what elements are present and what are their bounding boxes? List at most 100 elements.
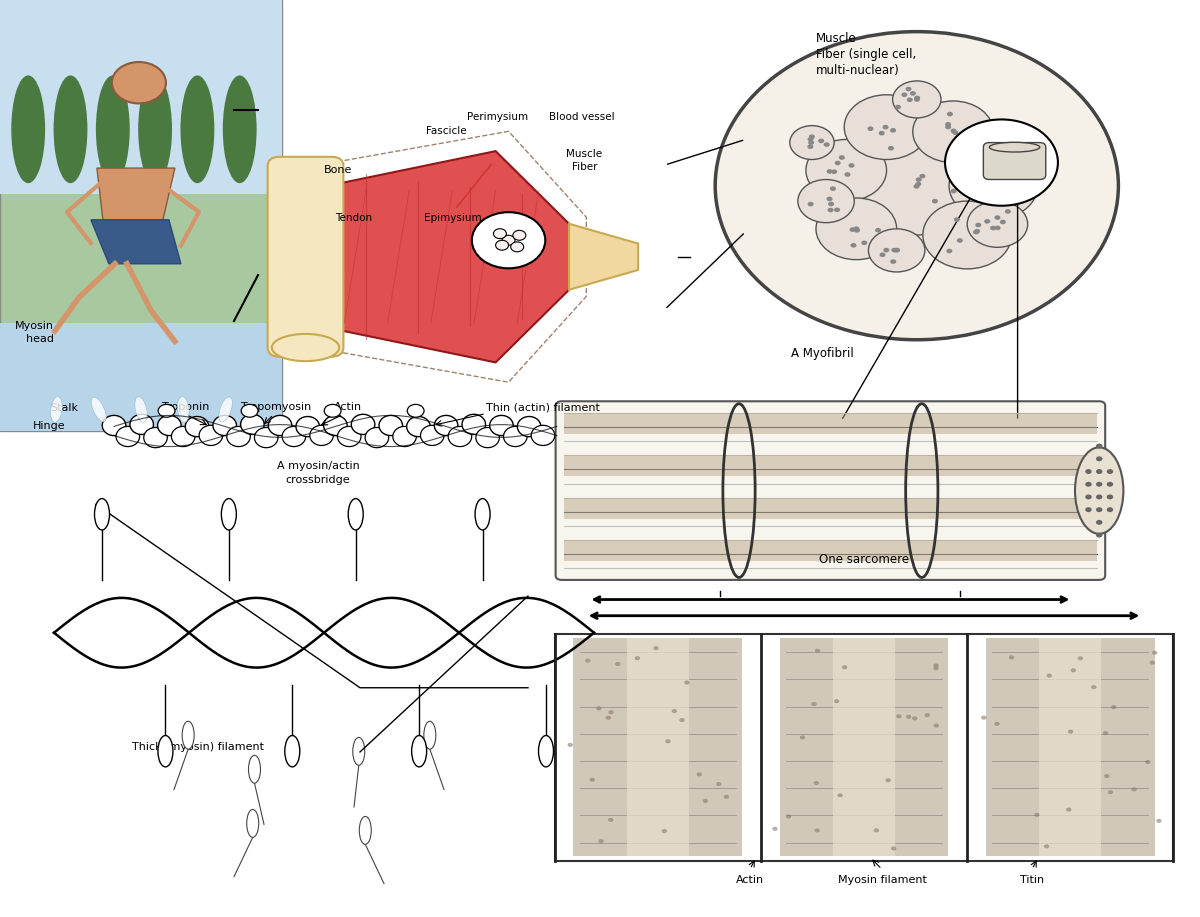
- Circle shape: [511, 242, 523, 252]
- Circle shape: [852, 137, 982, 235]
- Text: One sarcomere: One sarcomere: [818, 553, 910, 566]
- Circle shape: [493, 228, 506, 238]
- Circle shape: [1152, 650, 1157, 655]
- Circle shape: [893, 81, 941, 118]
- Bar: [564, 456, 1097, 477]
- Circle shape: [1034, 812, 1039, 817]
- Circle shape: [1157, 819, 1162, 823]
- Circle shape: [112, 62, 166, 104]
- Circle shape: [1096, 481, 1103, 487]
- Circle shape: [1096, 470, 1103, 474]
- Circle shape: [916, 177, 922, 182]
- Circle shape: [934, 667, 938, 670]
- Circle shape: [845, 172, 851, 177]
- Ellipse shape: [476, 427, 499, 447]
- Circle shape: [967, 201, 1027, 248]
- Circle shape: [811, 702, 817, 706]
- Bar: [780, 638, 948, 856]
- Bar: [833, 638, 895, 856]
- Circle shape: [925, 713, 930, 717]
- Text: Tropomyosin: Tropomyosin: [241, 403, 311, 412]
- Text: Myosin filament: Myosin filament: [838, 876, 926, 885]
- Circle shape: [808, 137, 814, 141]
- Circle shape: [1066, 808, 1072, 812]
- Circle shape: [934, 724, 938, 728]
- Ellipse shape: [96, 75, 130, 183]
- Circle shape: [1070, 668, 1076, 672]
- Text: Troponin: Troponin: [162, 403, 210, 412]
- Bar: [0, 0, 282, 194]
- Circle shape: [882, 125, 888, 129]
- Circle shape: [1000, 220, 1006, 225]
- Circle shape: [715, 31, 1118, 339]
- Text: Perimysium: Perimysium: [468, 113, 528, 122]
- Circle shape: [869, 229, 925, 272]
- Ellipse shape: [11, 75, 46, 183]
- Circle shape: [994, 190, 1000, 194]
- Text: Blood vessel: Blood vessel: [550, 113, 614, 122]
- Circle shape: [950, 189, 956, 193]
- Ellipse shape: [337, 426, 361, 447]
- Circle shape: [913, 101, 994, 162]
- Ellipse shape: [138, 75, 172, 183]
- Ellipse shape: [379, 415, 402, 436]
- Circle shape: [947, 112, 953, 116]
- Circle shape: [496, 240, 509, 250]
- Circle shape: [901, 93, 907, 97]
- Circle shape: [799, 735, 805, 739]
- Circle shape: [665, 739, 671, 744]
- Circle shape: [324, 404, 341, 417]
- Circle shape: [892, 248, 898, 252]
- Circle shape: [883, 248, 889, 252]
- Circle shape: [818, 138, 824, 143]
- Ellipse shape: [178, 396, 190, 423]
- Circle shape: [982, 715, 986, 720]
- Circle shape: [848, 163, 854, 168]
- Circle shape: [724, 795, 730, 799]
- Circle shape: [1106, 507, 1114, 512]
- Ellipse shape: [490, 415, 514, 436]
- Ellipse shape: [95, 499, 109, 530]
- Circle shape: [914, 95, 920, 100]
- Ellipse shape: [989, 142, 1039, 152]
- Circle shape: [853, 226, 859, 231]
- Circle shape: [1091, 685, 1097, 690]
- Bar: [1039, 638, 1100, 856]
- Ellipse shape: [359, 816, 371, 845]
- Circle shape: [158, 404, 175, 417]
- Bar: [574, 638, 743, 856]
- Ellipse shape: [448, 426, 472, 447]
- Text: Tendon: Tendon: [336, 214, 372, 223]
- Circle shape: [827, 196, 833, 201]
- Circle shape: [1085, 494, 1092, 500]
- Bar: [985, 638, 1154, 856]
- Circle shape: [1044, 845, 1049, 848]
- Circle shape: [1085, 470, 1092, 474]
- Circle shape: [1008, 179, 1014, 183]
- Text: A Myofibril: A Myofibril: [791, 347, 853, 359]
- Ellipse shape: [199, 425, 223, 446]
- Polygon shape: [336, 151, 569, 362]
- Circle shape: [862, 240, 868, 245]
- Ellipse shape: [227, 426, 251, 447]
- Circle shape: [913, 184, 919, 189]
- Ellipse shape: [241, 414, 264, 435]
- Text: multi-nuclear): multi-nuclear): [816, 64, 900, 77]
- Ellipse shape: [134, 397, 148, 422]
- Circle shape: [1019, 191, 1025, 195]
- Ellipse shape: [223, 75, 257, 183]
- Circle shape: [986, 182, 992, 187]
- Text: Epimysium: Epimysium: [424, 214, 481, 223]
- Ellipse shape: [392, 426, 416, 447]
- Circle shape: [907, 97, 913, 102]
- Circle shape: [888, 146, 894, 150]
- Ellipse shape: [284, 735, 300, 767]
- Circle shape: [815, 828, 820, 833]
- Circle shape: [838, 793, 842, 798]
- Ellipse shape: [157, 415, 181, 436]
- Ellipse shape: [412, 735, 427, 767]
- Circle shape: [834, 699, 839, 703]
- Circle shape: [703, 799, 708, 803]
- Ellipse shape: [462, 414, 486, 435]
- Circle shape: [808, 140, 814, 145]
